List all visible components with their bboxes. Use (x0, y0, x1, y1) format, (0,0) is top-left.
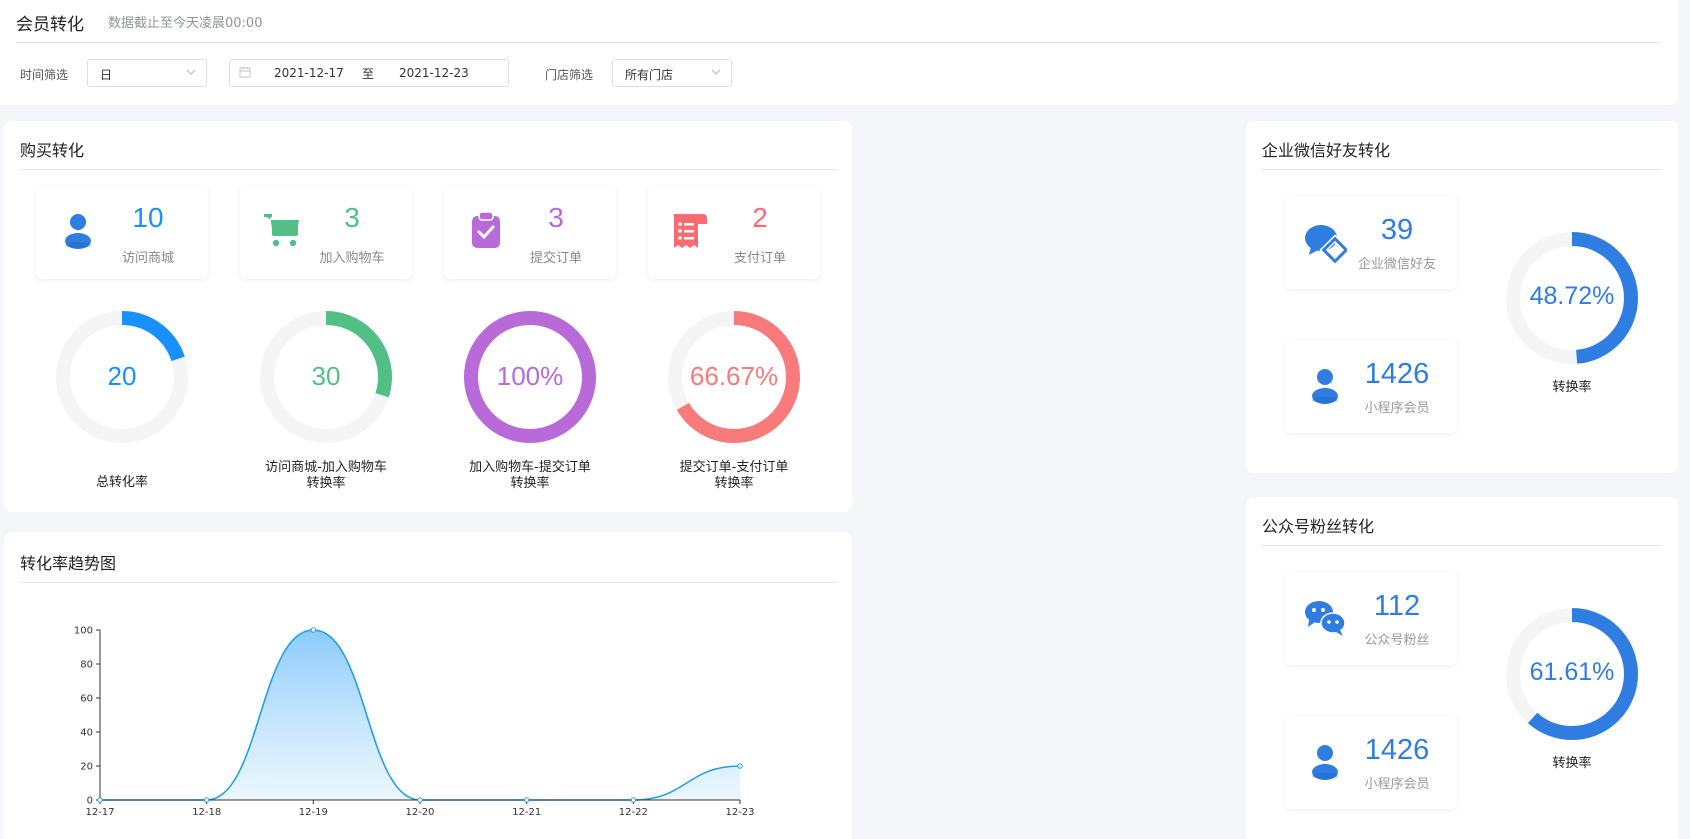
x-tick-label: 12-20 (405, 807, 434, 818)
stat-add-cart: 3 加入购物车 (240, 186, 412, 279)
chevron-down-icon (186, 69, 196, 75)
stat-paid-order: 2 支付订单 (648, 186, 820, 279)
stat-mini-program-members: 1426 小程序会员 (1285, 340, 1457, 433)
wechat-work-divider (1262, 169, 1662, 170)
wechat-work-icon (1305, 225, 1347, 264)
stat-official-account-fans: 112 公众号粉丝 (1285, 572, 1457, 665)
date-separator: 至 (362, 67, 375, 81)
rate-caption: 提交订单-支付订单 转换率 (679, 460, 789, 491)
stat-label: 公众号粉丝 (1364, 633, 1430, 648)
store-filter-label: 门店筛选 (545, 68, 594, 82)
stat-value: 10 (132, 202, 164, 233)
clipboard-check-icon (472, 211, 500, 248)
user-icon (1312, 369, 1338, 404)
rate-value: 100% (496, 361, 564, 391)
trend-chart: 0 20 40 60 80 100 12-17 12-18 12-19 12-20 12-21 12-… (74, 626, 755, 819)
rate-caption: 转换率 (1552, 756, 1592, 771)
data-point (737, 763, 743, 769)
x-tick-label: 12-22 (619, 807, 648, 818)
rate-value: 61.61% (1529, 658, 1615, 686)
x-tick-label: 12-23 (725, 807, 754, 818)
page-title: 会员转化 (16, 15, 84, 35)
trend-title: 转化率趋势图 (20, 554, 117, 573)
trend-area (100, 630, 740, 800)
y-tick-label: 100 (74, 626, 93, 637)
stat-visit-mall: 10 访问商城 (36, 186, 208, 279)
trend-line (100, 629, 741, 801)
wechat-work-title: 企业微信好友转化 (1262, 141, 1391, 160)
stat-value: 3 (548, 202, 564, 233)
stat-label: 支付订单 (733, 251, 786, 266)
store-filter-select[interactable]: 所有门店 (612, 59, 732, 87)
chevron-down-icon (711, 69, 721, 75)
stat-label: 提交订单 (529, 251, 582, 266)
rate-value: 20 (107, 361, 137, 391)
x-tick-label: 12-19 (299, 807, 328, 818)
time-filter-label: 时间筛选 (20, 68, 69, 82)
user-icon (1312, 745, 1338, 780)
stat-value: 112 (1373, 590, 1421, 622)
stat-label: 加入购物车 (319, 251, 385, 266)
y-tick-label: 60 (80, 694, 93, 705)
rate-caption: 加入购物车-提交订单 转换率 (469, 460, 591, 491)
stat-label: 访问商城 (121, 251, 174, 266)
data-point (97, 797, 103, 803)
rate-value: 66.67% (689, 361, 779, 391)
stat-wechat-work-friends: 39 企业微信好友 (1285, 196, 1457, 289)
data-point (630, 797, 637, 803)
y-tick-label: 40 (80, 728, 93, 739)
cart-icon (264, 214, 299, 247)
stat-mini-program-members: 1426 小程序会员 (1285, 716, 1457, 809)
user-icon (65, 214, 91, 249)
rate-caption: 转换率 (1552, 380, 1592, 395)
stat-label: 企业微信好友 (1357, 257, 1436, 272)
purchase-title: 购买转化 (20, 141, 85, 160)
data-point (310, 627, 317, 633)
data-point (523, 797, 530, 803)
y-tick-label: 80 (80, 660, 93, 671)
purchase-divider (20, 169, 837, 170)
time-filter-select[interactable]: 日 (87, 59, 207, 87)
official-account-title: 公众号粉丝转化 (1262, 517, 1375, 536)
date-range-picker[interactable]: 2021-12-17 至 2021-12-23 (229, 59, 509, 87)
wechat-work-rate-donut: 48.72% (1504, 230, 1640, 366)
stat-value: 2 (752, 202, 768, 233)
y-tick-label: 0 (87, 796, 93, 807)
official-account-divider (1262, 545, 1662, 546)
trend-divider (20, 582, 837, 583)
calendar-icon (239, 67, 251, 78)
rate-caption: 访问商城-加入购物车 转换率 (265, 460, 387, 491)
order-to-pay-donut: 66.67% (666, 309, 802, 445)
stat-value: 1426 (1364, 734, 1430, 766)
header-divider (16, 42, 1661, 43)
rate-value: 30 (311, 361, 341, 391)
visit-to-cart-donut: 30 (258, 309, 394, 445)
x-tick-label: 12-21 (512, 807, 541, 818)
date-end-input[interactable]: 2021-12-23 (399, 66, 469, 80)
x-tick-label: 12-17 (85, 807, 114, 818)
y-tick-label: 20 (80, 762, 93, 773)
total-rate-donut: 20 (54, 309, 190, 445)
date-start-input[interactable]: 2021-12-17 (274, 66, 344, 80)
data-point (417, 797, 423, 803)
x-tick-label: 12-18 (192, 807, 221, 818)
rate-value: 48.72% (1529, 282, 1615, 310)
rate-caption: 总转化率 (95, 475, 148, 490)
stat-label: 小程序会员 (1364, 777, 1430, 792)
store-filter-value: 所有门店 (625, 68, 674, 82)
wechat-icon (1305, 601, 1346, 636)
receipt-icon (674, 214, 707, 248)
data-cutoff-note: 数据截止至今天凌晨00:00 (108, 16, 263, 31)
time-filter-value: 日 (100, 68, 113, 82)
stat-submit-order: 3 提交订单 (444, 186, 616, 279)
data-point (203, 797, 210, 803)
official-account-rate-donut: 61.61% (1504, 606, 1640, 742)
stat-label: 小程序会员 (1364, 401, 1430, 416)
cart-to-order-donut: 100% (462, 309, 598, 445)
header-card: 会员转化 数据截止至今天凌晨00:00 时间筛选 日 2021-12-17 至 … (0, 0, 1678, 105)
stat-value: 1426 (1364, 358, 1430, 390)
stat-value: 3 (344, 202, 360, 233)
stat-value: 39 (1380, 214, 1414, 246)
